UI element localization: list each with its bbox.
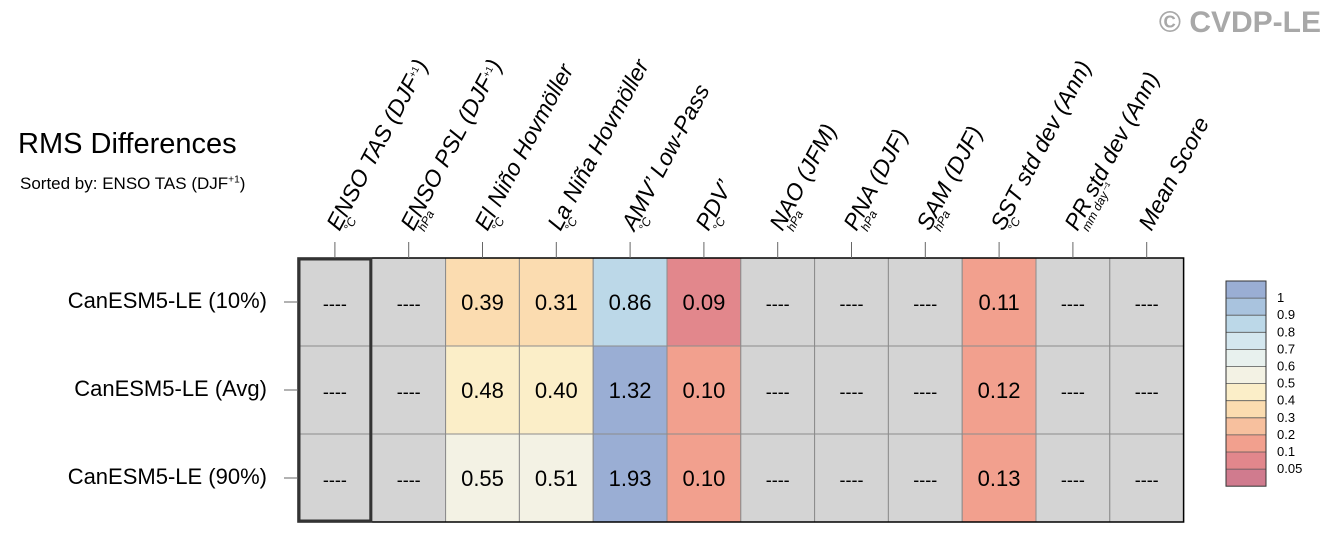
heatmap-cell [445, 345, 520, 435]
cell-value-label: ---- [1135, 470, 1159, 490]
cell-value-label: 0.09 [682, 290, 725, 315]
subtitle-tail: ) [239, 174, 246, 193]
colorbar-label: 0.2 [1277, 427, 1295, 442]
cell-value-label: ---- [840, 470, 864, 490]
cell-value-label: ---- [913, 382, 937, 402]
row-label: CanESM5-LE (10%) [67, 288, 267, 313]
cell-value-label: ---- [1135, 382, 1159, 402]
colorbar-label: 0.9 [1277, 307, 1295, 322]
heatmap-cell [740, 433, 816, 523]
colorbar-segment [1226, 298, 1266, 316]
cell-value-label: 0.55 [461, 466, 504, 491]
colorbar-segment [1226, 366, 1266, 384]
colorbar-segment [1226, 400, 1266, 418]
colorbar-label: 0.6 [1277, 359, 1295, 374]
heatmap-cell [961, 433, 1037, 523]
colorbar-label: 0.4 [1277, 393, 1295, 408]
cell-value-label: ---- [1061, 382, 1085, 402]
heatmap-cell [1109, 345, 1185, 435]
heatmap-cell [814, 433, 889, 523]
colorbar-label: 0.7 [1277, 341, 1295, 356]
cell-value-label: ---- [1061, 294, 1085, 314]
cell-value-label: 1.93 [609, 466, 652, 491]
copyright-watermark: © CVDP-LE [1158, 6, 1321, 39]
cell-value-label: ---- [397, 294, 421, 314]
cell-value-label: ---- [840, 294, 864, 314]
heatmap-cell [297, 257, 373, 347]
cell-value-label: ---- [766, 382, 790, 402]
cell-value-label: 1.32 [609, 378, 652, 403]
cell-value-label: 0.31 [535, 290, 578, 315]
cell-value-label: 0.12 [978, 378, 1021, 403]
heatmap-cell [887, 257, 963, 347]
heatmap-cell [814, 257, 889, 347]
colorbar-label: 0.5 [1277, 376, 1295, 391]
cell-value-label: ---- [323, 470, 347, 490]
cell-value-label: ---- [323, 382, 347, 402]
colorbar-label: 0.1 [1277, 444, 1295, 459]
cell-value-label: ---- [766, 294, 790, 314]
colorbar-segment [1226, 383, 1266, 401]
cell-value-label: 0.13 [978, 466, 1021, 491]
heatmap-cell [297, 433, 373, 523]
cell-value-label: ---- [913, 470, 937, 490]
heatmap-cell [1109, 433, 1185, 523]
chart-title: RMS Differences [18, 128, 237, 160]
colorbar-segment [1226, 417, 1266, 435]
sort-column-highlight [297, 257, 373, 523]
cell-value-label: 0.11 [979, 290, 1020, 315]
heatmap-cell [518, 257, 594, 347]
chart-subtitle: Sorted by: ENSO TAS (DJF+1) [20, 174, 245, 194]
colorbar-label: 1 [1277, 290, 1284, 305]
cell-value-label: ---- [397, 470, 421, 490]
colorbar-border [1225, 280, 1267, 487]
subtitle-text: Sorted by: ENSO TAS (DJF [20, 174, 229, 193]
row-label: CanESM5-LE (90%) [67, 464, 267, 489]
cell-value-label: 0.10 [682, 378, 725, 403]
heatmap-cell [887, 433, 963, 523]
heatmap-cell [1035, 433, 1111, 523]
colorbar-label: 0.05 [1277, 461, 1302, 476]
heatmap-cell [887, 345, 963, 435]
subtitle-superscript: +1 [228, 174, 240, 186]
colorbar-segment [1226, 469, 1266, 487]
cell-value-label: ---- [397, 382, 421, 402]
cell-value-label: 0.86 [609, 290, 652, 315]
cell-value-label: 0.10 [682, 466, 725, 491]
cell-value-label: 0.48 [461, 378, 504, 403]
colorbar-segment [1226, 315, 1266, 333]
heatmap-cell [518, 345, 594, 435]
colorbar-label: 0.3 [1277, 410, 1295, 425]
cell-value-label: ---- [1061, 470, 1085, 490]
colorbar-segment [1226, 434, 1266, 452]
colorbar-label: 0.8 [1277, 324, 1295, 339]
heatmap-cell [666, 257, 742, 347]
colorbar-segment [1226, 332, 1266, 350]
cell-value-label: 0.39 [461, 290, 504, 315]
colorbar-segment [1226, 452, 1266, 470]
heatmap-cell [666, 345, 742, 435]
heatmap-cell [297, 345, 373, 435]
heatmap-cell [371, 257, 447, 347]
heatmap-cell [445, 433, 520, 523]
cell-value-label: 0.51 [535, 466, 578, 491]
heatmap-cell [592, 345, 668, 435]
row-label: CanESM5-LE (Avg) [74, 376, 267, 401]
cell-value-label: ---- [323, 294, 347, 314]
heatmap-cell [1035, 345, 1111, 435]
cell-value-label: ---- [1135, 294, 1159, 314]
colorbar-segment [1226, 349, 1266, 367]
heatmap-cell [740, 345, 816, 435]
cell-value-label: ---- [766, 470, 790, 490]
heatmap-cell [1109, 257, 1185, 347]
cell-value-label: 0.40 [535, 378, 578, 403]
colorbar-segment [1226, 281, 1266, 299]
cell-value-label: ---- [913, 294, 937, 314]
cell-value-label: ---- [840, 382, 864, 402]
